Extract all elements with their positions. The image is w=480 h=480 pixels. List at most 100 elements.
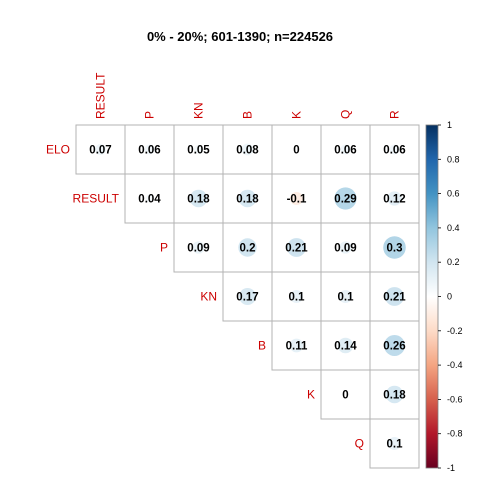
cell-value: 0	[342, 390, 348, 402]
colorbar-tick-label: 1	[447, 120, 452, 130]
correlation-circle	[189, 189, 208, 208]
colorbar-gradient	[425, 124, 439, 469]
cell-value: 0.14	[334, 341, 357, 353]
cell-value: -0.1	[287, 194, 307, 206]
correlation-circle	[238, 189, 257, 208]
column-label: K	[290, 111, 304, 119]
cell-value: 0.09	[334, 243, 356, 255]
cell-K-R: 0.18	[369, 369, 420, 420]
colorbar-tick-label: -0.2	[447, 326, 463, 336]
colorbar-tick-label: 0.8	[447, 154, 460, 164]
cell-value: 0.18	[187, 194, 210, 206]
cell-KN-B: 0.17	[222, 271, 273, 322]
row-label: RESULT	[73, 192, 120, 206]
cell-ELO-P: 0.06	[124, 124, 175, 175]
row-label: P	[160, 241, 168, 255]
correlation-circle	[340, 144, 351, 155]
correlation-circle	[389, 144, 400, 155]
cell-KN-Q: 0.1	[320, 271, 371, 322]
correlation-cells: 0.07 0.06 0.05 0.08 0 0.06 0.06 0.04 0.18 0.18 -0.…	[75, 124, 420, 469]
correlation-circle	[144, 144, 155, 155]
row-label: KN	[200, 290, 217, 304]
correlation-circle	[238, 238, 257, 257]
cell-P-B: 0.2	[222, 222, 273, 273]
cell-value: 0.06	[138, 145, 160, 157]
column-label: RESULT	[94, 72, 108, 119]
column-label: KN	[192, 102, 206, 119]
cell-ELO-Q: 0.06	[320, 124, 371, 175]
cell-value: 0.07	[89, 145, 111, 157]
colorbar: 1 0.8 0.6 0.4 0.2 0 -0.2 -0.4 -0.6 -0.8 -1	[425, 120, 463, 473]
cell-value: 0.17	[236, 292, 258, 304]
cell-ELO-R: 0.06	[369, 124, 420, 175]
correlation-circle	[384, 335, 405, 356]
cell-value: 0.18	[236, 194, 259, 206]
colorbar-tick-label: 0	[447, 292, 452, 302]
cell-value: 0.26	[383, 341, 405, 353]
chart-title: 0% - 20%; 601-1390; n=224526	[147, 29, 333, 44]
cell-B-R: 0.26	[369, 320, 420, 371]
row-label: K	[307, 388, 315, 402]
cell-Q-R: 0.1	[369, 418, 420, 469]
correlation-circle	[339, 241, 352, 254]
correlation-circle	[289, 191, 304, 206]
cell-value: 0.11	[286, 341, 308, 353]
colorbar-tick-label: -0.6	[447, 394, 463, 404]
cell-value: 0.05	[187, 145, 210, 157]
row-label: ELO	[46, 143, 70, 157]
correlation-circle	[192, 241, 205, 254]
cell-border	[369, 418, 420, 469]
cell-value: 0.09	[187, 243, 209, 255]
cell-RESULT-K: -0.1	[271, 173, 322, 224]
correlation-circle	[383, 236, 406, 259]
correlation-circle	[239, 288, 256, 305]
column-label: P	[143, 111, 157, 119]
cell-ELO-KN: 0.05	[173, 124, 224, 175]
cell-value: 0.04	[138, 194, 161, 206]
cell-K-Q: 0	[320, 369, 371, 420]
cell-ELO-RESULT: 0.07	[75, 124, 126, 175]
column-label: B	[241, 111, 255, 119]
cell-B-Q: 0.14	[320, 320, 371, 371]
colorbar-tick-label: -1	[447, 463, 455, 473]
cell-value: 0.29	[334, 194, 356, 206]
cell-value: 0.21	[383, 292, 406, 304]
cell-RESULT-P: 0.04	[124, 173, 175, 224]
cell-KN-K: 0.1	[271, 271, 322, 322]
cell-RESULT-KN: 0.18	[173, 173, 224, 224]
cell-P-Q: 0.09	[320, 222, 371, 273]
cell-P-KN: 0.09	[173, 222, 224, 273]
cell-value: 0.08	[236, 145, 259, 157]
cell-ELO-K: 0	[271, 124, 322, 175]
cell-value: 0.06	[334, 145, 356, 157]
correlation-circle	[387, 191, 402, 206]
column-labels: RESULT P KN B K Q R	[94, 72, 402, 119]
correlation-circle	[338, 289, 353, 304]
cell-value: 0	[293, 145, 299, 157]
correlation-circle	[145, 194, 154, 203]
correlation-circle	[193, 144, 204, 155]
colorbar-tick-label: 0.2	[447, 257, 460, 267]
colorbar-tick-label: -0.4	[447, 360, 463, 370]
correlation-circle	[385, 287, 404, 306]
cell-RESULT-R: 0.12	[369, 173, 420, 224]
cell-P-K: 0.21	[271, 222, 322, 273]
cell-value: 0.1	[338, 292, 355, 304]
correlation-circle	[337, 337, 354, 354]
correlation-circle	[387, 436, 402, 451]
cell-value: 0.06	[383, 145, 405, 157]
correlation-circle	[289, 289, 304, 304]
row-labels: ELO RESULT P KN B K Q	[46, 143, 364, 451]
correlation-circle	[95, 144, 106, 155]
correlation-circle	[334, 187, 357, 210]
row-label: B	[258, 339, 266, 353]
cell-P-R: 0.3	[369, 222, 420, 273]
correlation-circle	[385, 385, 404, 404]
colorbar-tick-label: 0.4	[447, 223, 460, 233]
colorbar-tick-label: -0.8	[447, 429, 463, 439]
correlation-circle	[241, 143, 254, 156]
cell-B-K: 0.11	[271, 320, 322, 371]
cell-value: 0.21	[285, 243, 308, 255]
cell-ELO-B: 0.08	[222, 124, 273, 175]
